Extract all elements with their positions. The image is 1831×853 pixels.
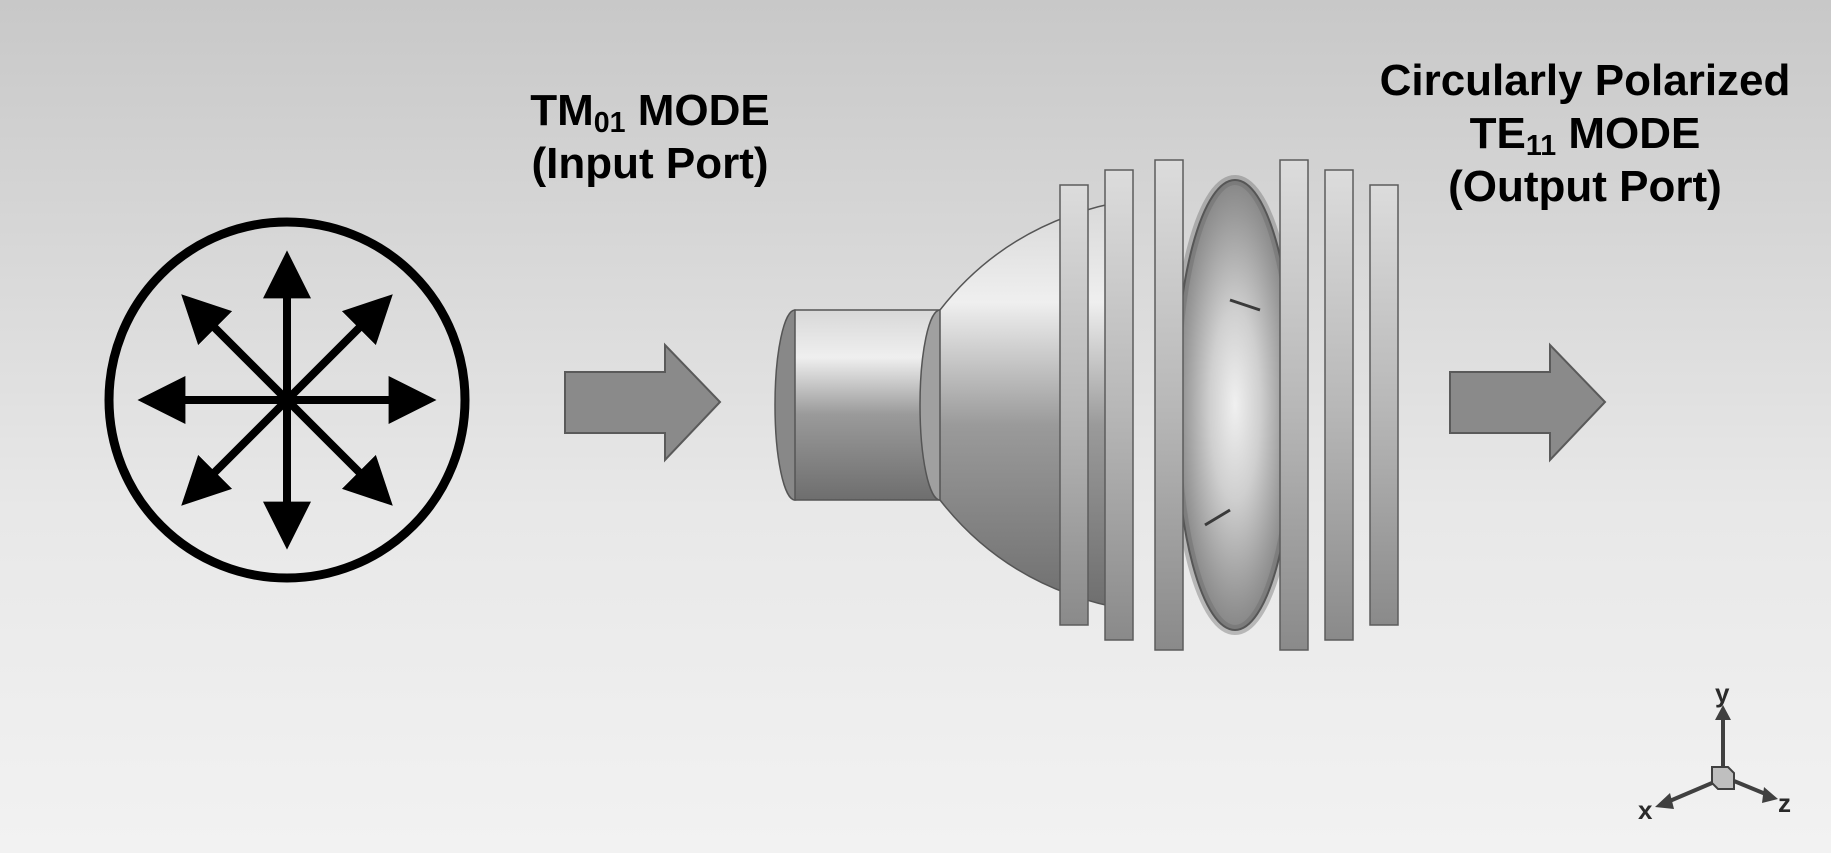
axis-y-label: y (1715, 678, 1729, 709)
axis-z-label: z (1778, 788, 1791, 819)
flow-arrow-1 (565, 345, 720, 460)
coordinate-axes-icon (1655, 705, 1778, 809)
diagram-svg (0, 0, 1831, 853)
axis-x-label: x (1638, 795, 1652, 826)
diagram-canvas: TM01 MODE (Input Port) Circularly Polari… (0, 0, 1831, 853)
mode-converter-device (775, 160, 1398, 650)
flow-arrow-2 (1450, 345, 1605, 460)
tm01-mode-icon (109, 222, 465, 578)
